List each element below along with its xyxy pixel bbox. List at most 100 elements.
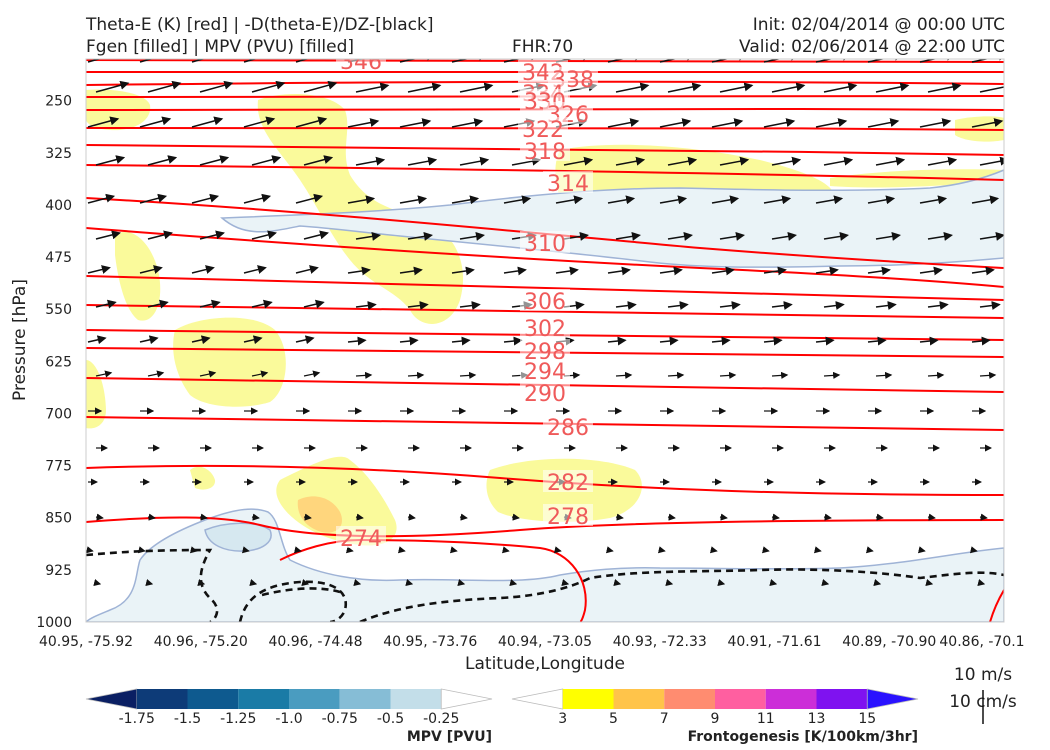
colorbar-segment bbox=[866, 688, 919, 710]
colorbar-tick: 11 bbox=[757, 711, 775, 727]
wind-vector bbox=[189, 546, 198, 554]
wind-vector bbox=[501, 546, 510, 554]
wind-vector bbox=[353, 579, 362, 587]
wind-vector bbox=[875, 82, 910, 93]
y-axis-label: Pressure [hPa] bbox=[10, 279, 30, 401]
wind-vector bbox=[243, 265, 267, 274]
wind-vector bbox=[865, 546, 874, 554]
wind-vector bbox=[347, 118, 380, 128]
y-tick-label: 325 bbox=[45, 146, 72, 162]
wind-vectors bbox=[86, 59, 1004, 587]
wind-vector bbox=[615, 301, 637, 310]
plot-area: 3463423383343303263223183143103063022982… bbox=[86, 59, 1004, 622]
mpv-colorbar-title: MPV [PVU] bbox=[407, 729, 492, 745]
wind-vector bbox=[399, 59, 436, 63]
colorbar-segment bbox=[390, 689, 442, 709]
wind-vector bbox=[303, 370, 321, 378]
wind-vector bbox=[407, 82, 442, 93]
wind-vector bbox=[919, 118, 952, 128]
wind-vector bbox=[927, 156, 958, 166]
wind-vector bbox=[667, 156, 698, 166]
wind-vector bbox=[875, 513, 884, 521]
wind-vector bbox=[191, 193, 220, 204]
wind-vector bbox=[667, 513, 676, 521]
wind-vector bbox=[303, 155, 334, 166]
wind-vector bbox=[301, 579, 310, 587]
wind-vector bbox=[919, 266, 943, 276]
wind-vector bbox=[875, 371, 893, 379]
wind-vector bbox=[615, 82, 650, 93]
wind-vector bbox=[503, 195, 532, 205]
wind-vector bbox=[607, 336, 627, 346]
colorbar-tick: 7 bbox=[660, 711, 669, 727]
wind-vector bbox=[399, 266, 423, 276]
wind-vector bbox=[615, 371, 633, 379]
wind-vector bbox=[867, 195, 896, 205]
theta-e-labels: 3463423383343303263223183143103063022982… bbox=[336, 59, 598, 552]
wind-vector bbox=[867, 59, 904, 63]
theta-e-label-bg bbox=[520, 231, 570, 253]
wind-vector bbox=[399, 118, 432, 128]
theta-e-label: 286 bbox=[547, 416, 589, 441]
wind-vector bbox=[555, 195, 584, 205]
wind-vector bbox=[503, 336, 523, 346]
wind-vector bbox=[95, 80, 130, 93]
x-axis-label: Latitude,Longitude bbox=[465, 654, 625, 674]
wind-vector bbox=[815, 195, 844, 205]
wind-vector bbox=[875, 301, 897, 310]
wind-vector bbox=[457, 579, 466, 587]
wind-vector bbox=[139, 116, 172, 128]
wind-vector bbox=[613, 579, 622, 587]
wind-vector bbox=[295, 116, 328, 128]
wind-vector bbox=[86, 546, 94, 554]
wind-vector bbox=[925, 579, 934, 587]
wind-vector bbox=[823, 371, 841, 379]
x-tick-label: 40.96, -74.48 bbox=[268, 634, 362, 650]
wind-vector bbox=[139, 193, 168, 204]
wind-vector bbox=[763, 118, 796, 128]
wind-vector bbox=[667, 301, 689, 310]
colorbar-tick: -1.75 bbox=[119, 711, 155, 727]
wind-vector bbox=[451, 266, 475, 276]
wind-vector bbox=[917, 546, 926, 554]
theta-e-label-bg bbox=[520, 316, 570, 338]
x-tick-label: 40.91, -71.61 bbox=[727, 634, 821, 650]
wind-vector bbox=[815, 118, 848, 128]
fgen-colorbar-title: Frontogenesis [K/100km/3hr] bbox=[688, 729, 918, 745]
wind-vector bbox=[875, 231, 901, 241]
wind-vector bbox=[919, 336, 939, 346]
theta-e-label: 282 bbox=[547, 471, 589, 496]
wind-vector bbox=[711, 195, 740, 205]
wind-vector bbox=[251, 299, 273, 309]
wind-vector bbox=[451, 59, 488, 63]
wind-vector bbox=[243, 116, 276, 128]
x-tick-label: 40.93, -72.33 bbox=[613, 634, 707, 650]
wind-vector bbox=[719, 371, 737, 379]
wind-vector bbox=[607, 118, 640, 128]
colorbar-tick: -0.75 bbox=[322, 711, 358, 727]
wind-vector bbox=[407, 301, 429, 310]
colorbar-segment bbox=[816, 689, 868, 709]
wind-vector bbox=[919, 59, 956, 63]
wind-vector bbox=[509, 579, 518, 587]
wind-vector bbox=[815, 266, 839, 276]
wind-vector bbox=[615, 513, 624, 521]
forecast-hour: FHR:70 bbox=[512, 37, 574, 57]
wind-vector bbox=[771, 231, 797, 241]
wind-vector bbox=[927, 82, 962, 93]
wind-vector bbox=[711, 266, 735, 276]
wind-vector bbox=[815, 59, 852, 63]
wind-vector bbox=[95, 299, 117, 309]
wind-vector bbox=[139, 59, 154, 63]
y-tick-label: 775 bbox=[45, 459, 72, 475]
wind-vector bbox=[823, 301, 845, 310]
wind-vector bbox=[927, 301, 949, 310]
wind-vector bbox=[971, 336, 991, 346]
init-time: Init: 02/04/2014 @ 00:00 UTC bbox=[752, 15, 1005, 35]
wind-vector bbox=[979, 231, 1004, 241]
theta-e-label-bg bbox=[520, 339, 570, 361]
y-axis-ticks: 250 325 400 475 550 625 700 775 850 925 1000 bbox=[36, 94, 72, 631]
wind-vector bbox=[249, 579, 258, 587]
wind-vector bbox=[719, 156, 750, 166]
theta-e-label-bg bbox=[336, 526, 386, 548]
